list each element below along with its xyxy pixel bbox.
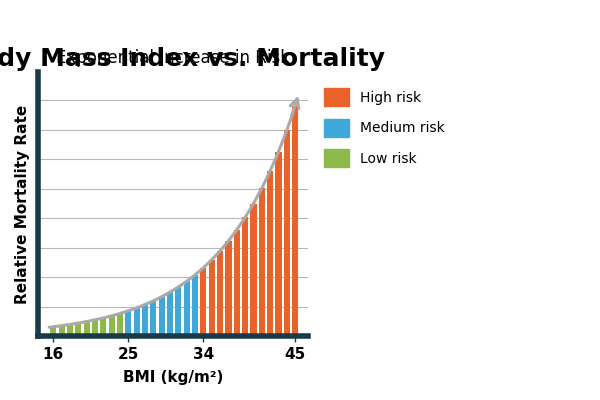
Bar — [75, 323, 82, 336]
Bar — [259, 188, 265, 336]
Bar — [59, 326, 65, 336]
Bar — [175, 287, 181, 336]
Bar — [150, 301, 157, 336]
Bar — [250, 204, 257, 336]
Bar — [192, 275, 198, 336]
Text: Exponential Increase in Risk: Exponential Increase in Risk — [56, 49, 290, 67]
Bar — [67, 324, 73, 336]
Bar — [167, 292, 173, 336]
Bar — [209, 260, 215, 336]
Bar — [109, 316, 115, 336]
Bar — [50, 327, 56, 336]
Bar — [83, 322, 90, 336]
Bar — [242, 218, 248, 336]
Legend: High risk, Medium risk, Low risk: High risk, Medium risk, Low risk — [320, 84, 449, 171]
Bar — [225, 241, 232, 336]
Bar — [117, 314, 123, 336]
Title: Body Mass Index vs. Mortality: Body Mass Index vs. Mortality — [0, 48, 385, 72]
Bar — [267, 171, 273, 336]
Bar — [134, 308, 140, 336]
Bar — [217, 251, 223, 336]
X-axis label: BMI (kg/m²): BMI (kg/m²) — [123, 370, 223, 385]
Bar — [142, 304, 148, 336]
Bar — [184, 281, 190, 336]
Bar — [125, 311, 131, 336]
Bar — [100, 318, 106, 336]
Bar — [284, 130, 290, 336]
Bar — [158, 297, 165, 336]
Bar — [92, 320, 98, 336]
Bar — [292, 106, 298, 336]
Y-axis label: Relative Mortality Rate: Relative Mortality Rate — [15, 104, 30, 304]
Bar — [275, 152, 281, 336]
Bar — [200, 268, 206, 336]
Bar — [233, 230, 240, 336]
